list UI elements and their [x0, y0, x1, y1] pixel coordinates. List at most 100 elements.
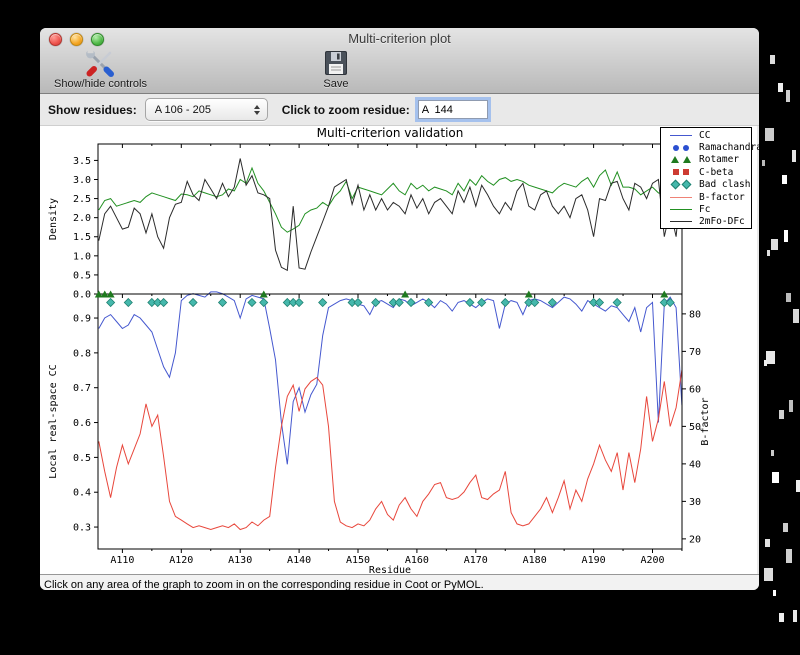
window-title: Multi-criterion plot — [40, 28, 759, 50]
zoom-residue-input[interactable] — [418, 100, 488, 119]
bfactor-line — [99, 370, 682, 529]
show-residues-label: Show residues: — [48, 103, 137, 117]
x-tick-label: A140 — [287, 555, 311, 566]
x-tick-label: A180 — [523, 555, 547, 566]
y-tick-label: 0.6 — [73, 418, 91, 429]
figure-title: Multi-criterion validation — [317, 126, 464, 140]
legend-item: Fc — [664, 203, 751, 215]
legend-marker-line — [664, 209, 697, 210]
y-tick-label: 30 — [689, 497, 701, 508]
save-label: Save — [323, 78, 348, 90]
traffic-lights — [49, 33, 104, 46]
legend-item: 2mFo-DFc — [664, 216, 751, 228]
artifact-speck — [786, 90, 790, 102]
legend-marker-line — [664, 197, 697, 198]
artifact-speck — [770, 55, 775, 64]
bad-clash-marker — [407, 299, 415, 307]
y-tick-label: 0.9 — [73, 314, 91, 325]
residue-axis-label: Residue — [369, 565, 411, 574]
multi-criterion-chart[interactable]: A110A120A130A140A150A160A170A180A190A200… — [40, 126, 757, 574]
legend-label: CC — [699, 130, 710, 141]
y-tick-label: 0.8 — [73, 348, 91, 359]
density-axis-label: Density — [48, 198, 59, 240]
legend-label: Fc — [699, 204, 710, 215]
legend-marker-scatter-square — [664, 169, 697, 175]
bad-clash-marker — [160, 299, 168, 307]
bad-clash-marker — [595, 299, 603, 307]
bad-clash-marker — [319, 299, 327, 307]
plot-figure[interactable]: A110A120A130A140A150A160A170A180A190A200… — [40, 126, 757, 574]
y-tick-label: 0.3 — [73, 523, 91, 534]
legend-label: Ramachandran — [699, 142, 759, 153]
legend-marker-line — [664, 221, 697, 222]
status-bar: Click on any area of the graph to zoom i… — [40, 574, 759, 590]
floppy-disk-icon — [323, 49, 349, 77]
controls-row: Show residues: A 106 - 205 Click to zoom… — [40, 94, 759, 126]
cc-axis-label: Local real-space CC — [48, 364, 59, 478]
y-tick-label: 2.5 — [73, 194, 91, 205]
y-tick-label: 0.5 — [73, 453, 91, 464]
minimize-button[interactable] — [70, 33, 83, 46]
x-tick-label: A190 — [582, 555, 606, 566]
x-tick-label: A110 — [110, 555, 134, 566]
y-tick-label: 40 — [689, 459, 701, 470]
legend-item: B-factor — [664, 191, 751, 203]
legend-item: Ramachandran — [664, 141, 751, 153]
y-tick-label: 60 — [689, 384, 701, 395]
y-tick-label: 2.0 — [73, 213, 91, 224]
zoom-window-button[interactable] — [91, 33, 104, 46]
legend-label: 2mFo-DFc — [699, 216, 745, 227]
zoom-residue-label: Click to zoom residue: — [282, 103, 410, 117]
x-tick-label: A170 — [464, 555, 488, 566]
plot-legend: CCRamachandranRotamer C-betaBad clashB-fa… — [660, 127, 752, 229]
show-hide-controls-button[interactable]: Show/hide controls — [50, 48, 151, 91]
bad-clash-marker — [219, 299, 227, 307]
artifact-speck — [762, 160, 765, 166]
y-tick-label: 3.5 — [73, 156, 91, 167]
bad-clash-marker — [613, 299, 621, 307]
legend-marker-line — [664, 135, 697, 136]
up-down-arrows-icon — [252, 105, 263, 115]
app-window: Multi-criterion plot Show/hide controls — [40, 28, 759, 590]
y-tick-label: 0.7 — [73, 383, 91, 394]
show-residues-value: A 106 - 205 — [155, 104, 252, 116]
x-tick-label: A200 — [640, 555, 664, 566]
legend-label: C-beta — [699, 167, 733, 178]
bad-clash-marker — [248, 299, 256, 307]
window-titlebar[interactable]: Multi-criterion plot — [40, 28, 759, 50]
toolbar: Show/hide controls Save — [40, 50, 759, 93]
y-tick-label: 20 — [689, 534, 701, 545]
y-tick-label: 0.5 — [73, 270, 91, 281]
save-button[interactable]: Save — [319, 48, 353, 91]
status-text: Click on any area of the graph to zoom i… — [44, 579, 484, 590]
y-tick-label: 1.0 — [73, 251, 91, 262]
legend-item: Rotamer — [664, 154, 751, 166]
y-tick-label: 1.5 — [73, 232, 91, 243]
cc-line — [99, 292, 682, 464]
legend-label: Bad clash — [699, 179, 750, 190]
legend-item: CC — [664, 129, 751, 141]
y-tick-label: 0.4 — [73, 488, 91, 499]
window-chrome: Multi-criterion plot Show/hide controls — [40, 28, 759, 94]
bad-clash-marker — [107, 299, 115, 307]
legend-marker-scatter-diamond — [664, 181, 697, 188]
close-button[interactable] — [49, 33, 62, 46]
fc-line — [99, 168, 682, 232]
y-tick-label: 70 — [689, 347, 701, 358]
tools-icon — [83, 49, 117, 77]
legend-item: Bad clash — [664, 179, 751, 191]
show-hide-controls-label: Show/hide controls — [54, 78, 147, 90]
bottom-axes-frame — [98, 294, 682, 549]
2mfo-dfc-line — [99, 159, 682, 271]
top-axes-frame — [98, 144, 682, 294]
y-tick-label: 0.0 — [73, 290, 91, 301]
x-tick-label: A130 — [228, 555, 252, 566]
y-tick-label: 80 — [689, 309, 701, 320]
bad-clash-marker — [260, 299, 268, 307]
legend-label: Rotamer — [699, 154, 739, 165]
bad-clash-marker — [295, 299, 303, 307]
y-tick-label: 3.0 — [73, 175, 91, 186]
show-residues-dropdown[interactable]: A 106 - 205 — [145, 98, 268, 121]
desktop-background: Multi-criterion plot Show/hide controls — [0, 0, 800, 655]
bad-clash-marker — [501, 299, 509, 307]
